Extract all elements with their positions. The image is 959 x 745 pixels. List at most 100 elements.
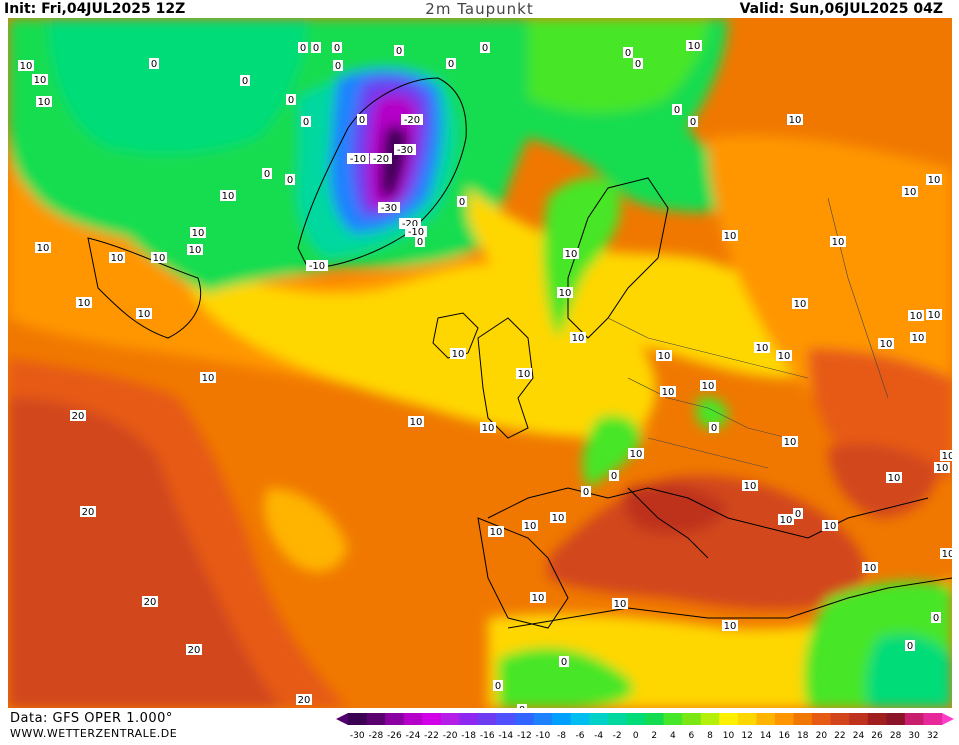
contour-label-bg	[109, 252, 125, 263]
contour-label: 10	[658, 351, 671, 362]
legend-swatch	[886, 713, 906, 725]
contour-label-bg	[688, 116, 698, 127]
legend-tick-label: -12	[517, 731, 532, 741]
contour-label-bg	[70, 410, 86, 421]
contour-label-bg	[792, 298, 808, 309]
contour-label: 0	[674, 105, 680, 116]
contour-label-bg	[570, 332, 586, 343]
contour-label-bg	[220, 190, 236, 201]
legend-tick-label: 12	[741, 731, 752, 741]
contour-label: -30	[381, 203, 397, 214]
contour-label-bg	[830, 236, 846, 247]
contour-label: 10	[138, 309, 151, 320]
contour-label: 10	[824, 521, 837, 532]
contour-label: 10	[928, 310, 941, 321]
contour-label-bg	[347, 153, 369, 164]
legend-tick-label: -16	[480, 731, 495, 741]
map-title: 2m Taupunkt	[425, 0, 534, 18]
contour-label: 20	[144, 597, 157, 608]
contour-label-bg	[633, 58, 643, 69]
contour-label-bg	[286, 94, 296, 105]
contour-label: 10	[780, 515, 793, 526]
contour-label: 0	[396, 46, 402, 57]
contour-label: 10	[222, 191, 235, 202]
contour-label: 10	[784, 437, 797, 448]
contour-label-bg	[36, 96, 52, 107]
contour-label: 0	[907, 641, 913, 652]
contour-label-bg	[457, 196, 467, 207]
contour-label: 0	[288, 95, 294, 106]
contour-label-bg	[722, 620, 738, 631]
contour-label: 0	[313, 43, 319, 54]
contour-label-bg	[550, 512, 566, 523]
legend-swatch	[812, 713, 832, 725]
contour-label: -30	[397, 145, 413, 156]
contour-label: 10	[524, 521, 537, 532]
contour-label-bg	[660, 386, 676, 397]
contour-label: 10	[111, 253, 124, 264]
contour-label-bg	[357, 114, 367, 125]
contour-label: 10	[910, 311, 923, 322]
legend-tick-label: 24	[853, 731, 865, 741]
legend-swatch	[348, 713, 368, 725]
contour-label: 10	[532, 593, 545, 604]
contour-label: 0	[482, 43, 488, 54]
contour-label-bg	[793, 508, 803, 519]
legend-tick-label: -24	[406, 731, 421, 741]
legend-swatch	[533, 713, 553, 725]
contour-label-bg	[878, 338, 894, 349]
contour-label: 10	[630, 449, 643, 460]
contour-label: -20	[373, 154, 389, 165]
contour-label: 10	[928, 175, 941, 186]
contour-label-bg	[742, 480, 758, 491]
legend-tick-label: 10	[723, 731, 735, 741]
contour-label: 10	[724, 621, 737, 632]
legend-tick-label: 2	[651, 731, 657, 741]
contour-label-bg	[862, 562, 878, 573]
contour-label: 0	[300, 43, 306, 54]
legend-tick-label: 20	[816, 731, 828, 741]
legend-swatch	[849, 713, 869, 725]
legend-swatch	[570, 713, 590, 725]
contour-label-bg	[782, 436, 798, 447]
contour-label: 0	[561, 657, 567, 668]
contour-label-bg	[905, 640, 915, 651]
contour-label-bg	[563, 248, 579, 259]
contour-label: 0	[519, 705, 525, 708]
contour-label: 20	[298, 695, 311, 706]
legend-tick-label: 0	[633, 731, 639, 741]
contour-label-bg	[581, 486, 591, 497]
contour-label-bg	[709, 422, 719, 433]
contour-label-bg	[686, 40, 702, 51]
contour-label-bg	[628, 448, 644, 459]
contour-label-bg	[149, 58, 159, 69]
legend-swatch	[440, 713, 460, 725]
contour-label: 0	[264, 169, 270, 180]
contour-label: 20	[188, 645, 201, 656]
contour-label-bg	[399, 218, 421, 229]
contour-label: 10	[38, 97, 51, 108]
contour-label-bg	[306, 260, 328, 271]
contour-label-bg	[35, 242, 51, 253]
legend-swatch	[904, 713, 924, 725]
contour-label: 0	[334, 43, 340, 54]
contour-label-bg	[754, 342, 770, 353]
contour-label: 10	[559, 288, 572, 299]
contour-label-bg	[378, 202, 400, 213]
legend-tick-label: -22	[424, 731, 439, 741]
contour-label: 10	[78, 298, 91, 309]
contour-label: 10	[490, 527, 503, 538]
contour-label: 10	[153, 253, 166, 264]
contour-label: 10	[518, 369, 531, 380]
contour-label-bg	[405, 226, 427, 237]
legend-swatch	[663, 713, 683, 725]
contour-label-bg	[285, 174, 295, 185]
legend-swatch	[867, 713, 887, 725]
legend-tick-label: -4	[594, 731, 603, 741]
website-label: WWW.WETTERZENTRALE.DE	[10, 727, 178, 740]
contour-label-bg	[934, 462, 950, 473]
legend-swatch	[496, 713, 516, 725]
contour-label: 10	[702, 381, 715, 392]
contour-label-bg	[370, 153, 392, 164]
contour-label-bg	[394, 144, 416, 155]
